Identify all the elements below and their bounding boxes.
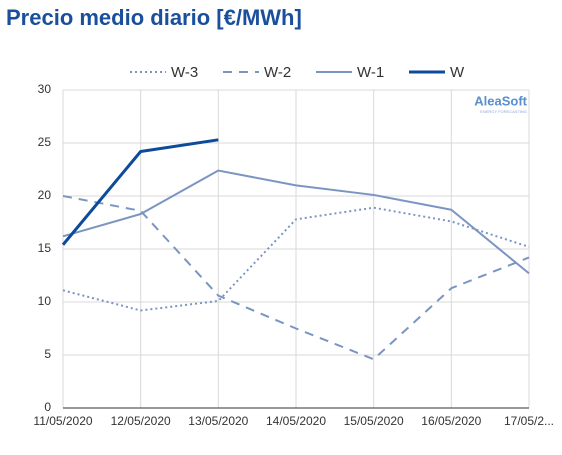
y-tick-label: 25 xyxy=(38,135,52,149)
legend-label: W-2 xyxy=(264,64,291,81)
x-tick-label: 15/05/2020 xyxy=(344,414,404,428)
x-tick-label: 11/05/2020 xyxy=(33,414,92,428)
x-tick-label: 13/05/2020 xyxy=(188,414,248,428)
logo-tagline: ENERGY FORECASTING xyxy=(480,109,527,114)
series-line xyxy=(62,195,530,361)
logo-name: AleaSoft xyxy=(474,93,527,108)
y-tick-label: 20 xyxy=(38,188,52,202)
y-tick-label: 15 xyxy=(38,241,52,255)
x-tick-label: 12/05/2020 xyxy=(111,414,171,428)
series-line xyxy=(61,138,219,246)
y-tick-label: 10 xyxy=(38,294,52,308)
x-tick-label: 14/05/2020 xyxy=(266,414,326,428)
legend-label: W xyxy=(450,64,465,81)
legend-label: W-3 xyxy=(171,64,198,81)
y-tick-label: 5 xyxy=(44,347,51,361)
y-tick-label: 0 xyxy=(44,400,51,414)
chart-title: Precio medio diario [€/MWh] xyxy=(6,5,302,30)
x-tick-label: 17/05/2... xyxy=(504,414,554,428)
y-tick-label: 30 xyxy=(38,82,52,96)
legend-label: W-1 xyxy=(357,64,384,81)
series-line xyxy=(62,206,530,312)
series-line xyxy=(62,169,530,275)
x-tick-label: 16/05/2020 xyxy=(421,414,481,428)
